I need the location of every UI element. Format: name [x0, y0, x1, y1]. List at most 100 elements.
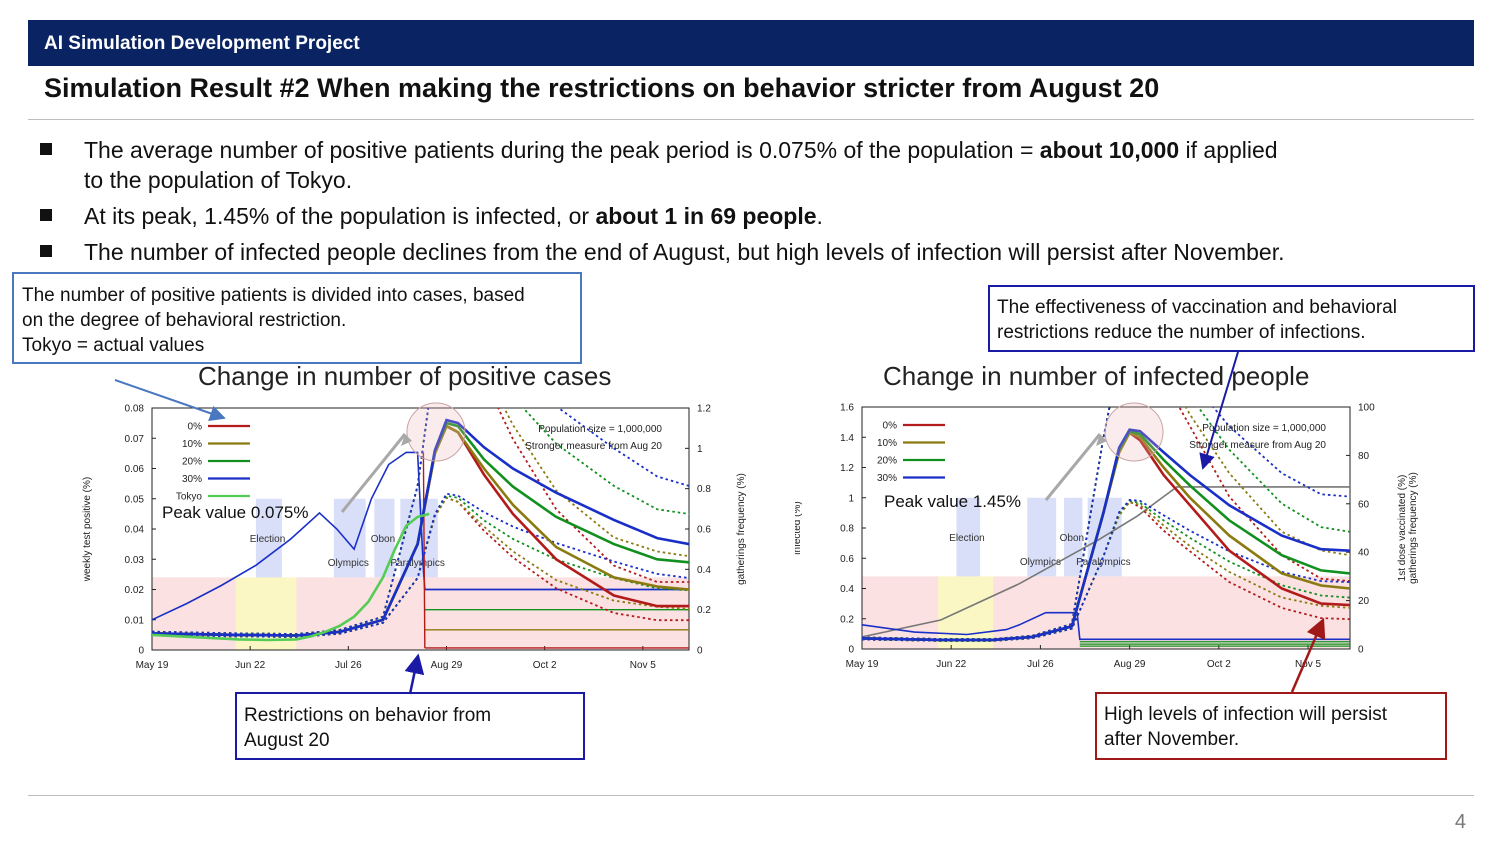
y-tick-label: 0	[138, 646, 144, 657]
event-label-obon: Obon	[1060, 533, 1084, 544]
series-uncertainty-0	[152, 408, 689, 635]
x-tick-label: Oct 2	[533, 660, 557, 671]
x-tick-label: Jul 26	[1027, 659, 1054, 670]
y-tick-label: 0.8	[840, 524, 854, 535]
series-uncertainty-10	[152, 496, 689, 638]
bullet-text: if applied	[1179, 137, 1278, 163]
x-tick-label: Nov 5	[630, 660, 657, 671]
x-tick-label: Jun 22	[936, 659, 966, 670]
y2-tick-label: 100	[1358, 403, 1375, 414]
page-title: Simulation Result #2 When making the res…	[44, 73, 1160, 103]
series-uncertainty-20	[152, 494, 689, 638]
legend-label-20: 20%	[877, 456, 897, 467]
event-label-paralympics: Paralympics	[1076, 557, 1130, 568]
x-tick-label: Jul 26	[335, 660, 362, 671]
y-tick-label: 0	[848, 645, 854, 656]
event-period-band	[374, 498, 395, 578]
legend-label-30: 30%	[877, 473, 897, 484]
x-tick-label: May 19	[136, 660, 169, 671]
bullet-bold-text: about 1 in 69 people	[595, 203, 817, 229]
callout-line: High levels of infection will persist	[1104, 704, 1388, 725]
y-tick-label: 1.2	[840, 463, 854, 474]
series-uncertainty-10	[152, 408, 689, 635]
measure-note: Stronger measure from Aug 20	[1189, 440, 1326, 451]
y2-tick-label: 40	[1358, 548, 1370, 559]
x-tick-label: Aug 29	[431, 660, 463, 671]
bullet-text: The number of infected people declines f…	[84, 239, 1285, 265]
callout-effectiveness: The effectiveness of vaccination and beh…	[988, 285, 1475, 352]
legend-label-20: 20%	[182, 457, 202, 468]
population-note: Population size = 1,000,000	[538, 424, 662, 435]
x-tick-label: Oct 2	[1207, 659, 1231, 670]
positive-cases-chart: 0 0.01 0.02 0.03 0.04 0.05 0.06 0.07 0.08 0 0.2 0.4…	[82, 402, 747, 671]
callout-line: The effectiveness of vaccination and beh…	[997, 297, 1397, 318]
bullet-square-icon	[40, 209, 52, 221]
y-tick-label: 0.08	[125, 404, 145, 415]
peak-value-label: Peak value 0.075%	[162, 503, 309, 522]
population-note: Population size = 1,000,000	[1202, 423, 1326, 434]
event-label-olympics: Olympics	[328, 558, 369, 569]
callout-line: August 20	[244, 730, 330, 751]
callout-line: restrictions reduce the number of infect…	[997, 322, 1366, 343]
y-tick-label: 1	[848, 493, 854, 504]
callout-line: The number of positive patients is divid…	[22, 285, 525, 306]
legend-label-30: 30%	[182, 474, 202, 485]
y-tick-label: 0.02	[125, 585, 145, 596]
peak-pointer-arrow	[1044, 433, 1102, 501]
bullet-square-icon	[40, 143, 52, 155]
event-label-election: Election	[949, 533, 985, 544]
y2-axis-label: gatherings frequency (%)	[736, 473, 747, 585]
bullet-text: .	[816, 203, 823, 229]
y2-tick-label: 0.4	[697, 565, 711, 576]
bullet-bold-text: about 10,000	[1039, 137, 1180, 163]
y2-tick-label: 0.2	[697, 605, 711, 616]
y2-tick-label: 1	[697, 444, 703, 455]
legend-label-10: 10%	[877, 438, 897, 449]
bullet-text: At its peak, 1.45% of the population is …	[84, 203, 596, 229]
vaccinated-line	[861, 486, 1350, 638]
y2-tick-label: 60	[1358, 499, 1370, 510]
callout-line: Restrictions on behavior from	[244, 705, 492, 726]
project-title: AI Simulation Development Project	[44, 33, 360, 54]
y2-tick-label: 80	[1358, 451, 1370, 462]
bullet-text: The average number of positive patients …	[84, 137, 1040, 163]
gatherings-drop-line	[422, 452, 426, 648]
y2-axis-label: gatherings frequency (%)	[1408, 472, 1419, 584]
event-period-band	[956, 497, 981, 577]
y-axis-label: weekly test positive (%)	[82, 477, 93, 582]
legend-label-tokyo: Tokyo	[176, 492, 203, 503]
chart-title-positive: Change in number of positive cases	[198, 361, 612, 391]
callout-line: Tokyo = actual values	[22, 335, 205, 356]
arrow-to-tail	[1290, 617, 1326, 693]
y2-axis-label: 1st dose vaccinated (%)	[1397, 475, 1408, 582]
y2-tick-label: 0.8	[697, 484, 711, 495]
y-tick-label: 0.6	[840, 554, 854, 565]
y2-tick-label: 20	[1358, 596, 1370, 607]
y-tick-label: 0.2	[840, 614, 854, 625]
event-period-band	[1027, 497, 1057, 577]
event-label-olympics: Olympics	[1020, 557, 1061, 568]
yellow-period-band	[938, 576, 994, 649]
callout-restriction: Restrictions on behavior from August 20	[235, 692, 585, 760]
y2-tick-label: 0	[697, 646, 703, 657]
bullet-square-icon	[40, 245, 52, 257]
x-tick-label: Jun 22	[235, 660, 265, 671]
y-tick-label: 0.03	[125, 555, 145, 566]
bullet-item: The average number of positive patients …	[38, 135, 1458, 195]
footer-divider	[28, 795, 1474, 796]
infected-people-chart: 0 0.2 0.4 0.6 0.8 1 1.2 1.4 1.6 0 20 40 60 80 100 May 1…	[795, 402, 1419, 670]
y2-tick-label: 0.6	[697, 525, 711, 536]
bullet-text: to the population of Tokyo.	[84, 167, 353, 193]
legend-label-0: 0%	[188, 422, 203, 433]
measure-note: Stronger measure from Aug 20	[525, 441, 662, 452]
peak-highlight-circle	[406, 402, 466, 462]
x-tick-label: Nov 5	[1295, 659, 1322, 670]
peak-pointer-arrow	[340, 433, 407, 513]
event-label-paralympics: Paralympics	[390, 558, 444, 569]
y-tick-label: 0.07	[125, 434, 145, 445]
series-line-tokyo	[152, 512, 430, 642]
event-period-band	[255, 498, 282, 578]
y-tick-label: 1.6	[840, 403, 854, 414]
peak-pointer-arrowhead	[401, 434, 412, 446]
legend-label-0: 0%	[883, 421, 898, 432]
